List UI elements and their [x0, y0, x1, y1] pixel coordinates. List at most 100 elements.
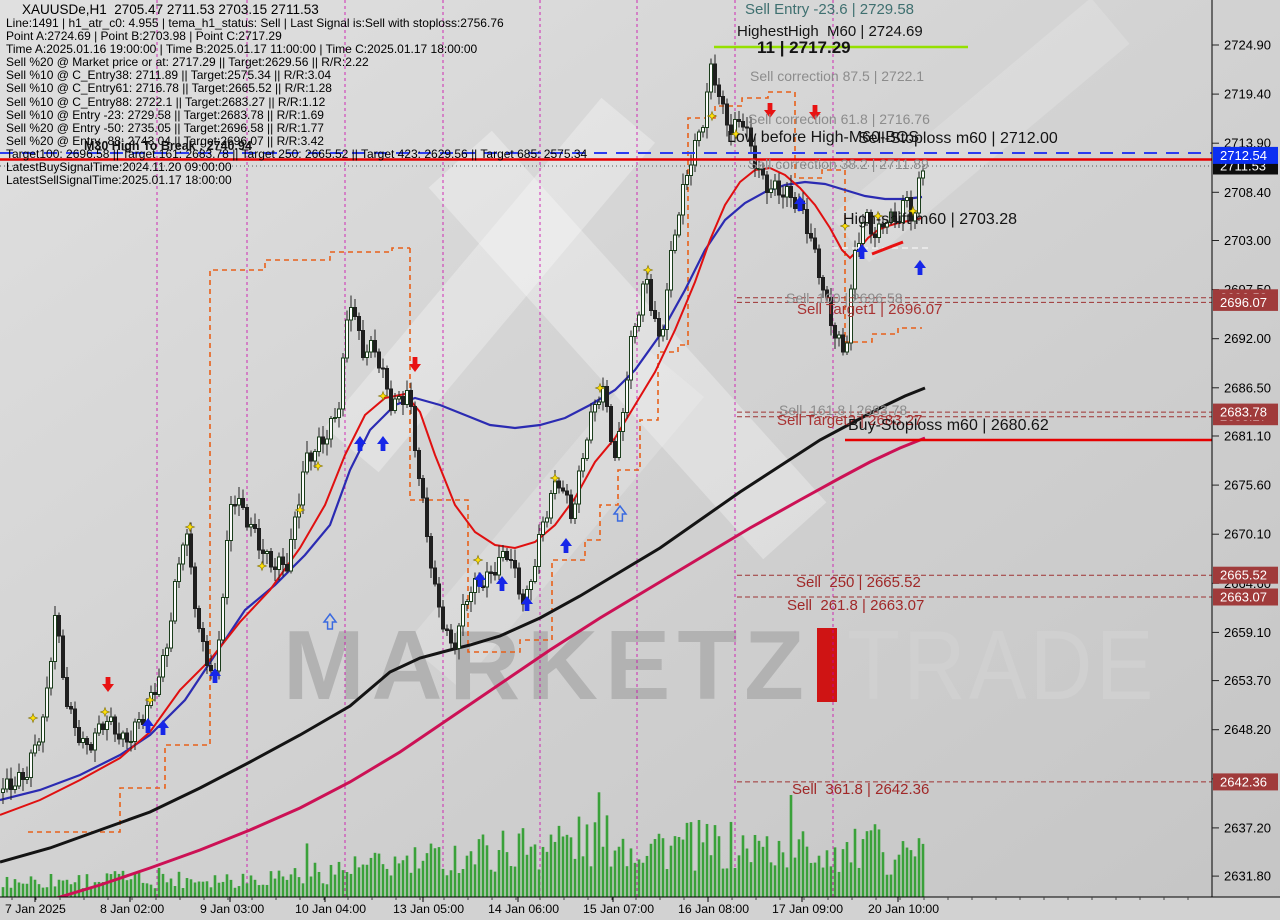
time-axis[interactable]: 7 Jan 2025 8 Jan 02:00 9 Jan 03:00 10 Jan 0… — [0, 896, 1280, 920]
price-badge — [1213, 403, 1278, 421]
volume-bar — [313, 862, 317, 897]
candle-body — [301, 471, 305, 506]
buy-arrow-icon — [560, 538, 572, 553]
price-badge — [1213, 293, 1278, 311]
buy-arrow-icon — [142, 718, 154, 733]
watermark-red-bar — [817, 628, 838, 702]
candle-body — [629, 336, 633, 381]
candle-body — [205, 640, 209, 667]
volume-bar — [297, 877, 301, 897]
volume-bar — [429, 843, 433, 897]
candle-body — [453, 642, 457, 650]
volume-bar — [117, 873, 121, 897]
volume-bar — [437, 847, 441, 897]
candle-body — [225, 540, 229, 598]
candle-body — [13, 785, 17, 790]
candle-body — [437, 583, 441, 608]
candle-body — [817, 248, 821, 279]
volume-bar — [189, 879, 193, 897]
candle-body — [161, 654, 165, 678]
price-badge-label: 2683.78 — [1220, 405, 1267, 420]
info-line: Sell %20 @ Entry -88: 2743.04 || Target:… — [6, 133, 324, 148]
candle-body — [57, 615, 61, 637]
price-tick-label: 2637.20 — [1224, 820, 1271, 835]
candle-body — [637, 314, 641, 327]
candle-body — [777, 180, 781, 196]
volume-bar — [877, 829, 881, 897]
candle-body — [169, 620, 173, 649]
candle-body — [785, 185, 789, 198]
volume-bar — [25, 883, 29, 897]
candle-body — [613, 441, 617, 458]
candle-body — [217, 639, 221, 672]
ma-pink-line — [0, 436, 926, 914]
buy-arrow-icon — [377, 436, 389, 451]
candle-body — [533, 566, 537, 582]
buy-arrow-icon — [157, 720, 169, 735]
volume-bar — [861, 839, 865, 897]
volume-bar — [813, 862, 817, 897]
candle-body — [281, 556, 285, 565]
candle-body — [501, 551, 505, 558]
volume-bar — [85, 874, 89, 897]
volume-bar — [477, 839, 481, 897]
volume-bar — [533, 844, 537, 897]
info-line: Sell %10 @ Entry -23: 2729.58 || Target:… — [6, 107, 324, 122]
volume-bar — [893, 859, 897, 897]
price-tick-label: 2659.10 — [1224, 625, 1271, 640]
volume-bar — [557, 825, 561, 897]
watermark-trade-text: TRADE — [847, 610, 1157, 720]
volume-bar — [645, 855, 649, 897]
volume-bar — [365, 864, 369, 897]
volume-bar — [29, 876, 33, 897]
candle-body — [621, 412, 625, 432]
info-line: Sell %10 @ C_Entry61: 2716.78 || Target:… — [6, 81, 332, 96]
volume-bar — [897, 854, 901, 897]
candle-body — [125, 732, 129, 743]
candle-body — [521, 593, 525, 605]
candle-body — [905, 197, 909, 201]
time-tick-label: 15 Jan 07:00 — [583, 902, 654, 916]
volume-bar — [433, 848, 437, 897]
volume-bar — [821, 867, 825, 897]
candle-body — [305, 452, 309, 473]
candle-body — [861, 221, 865, 244]
volume-bar — [345, 872, 349, 897]
candle-body — [105, 720, 109, 731]
volume-bar — [229, 879, 233, 897]
star-marker-icon — [99, 706, 111, 718]
volume-bar — [857, 867, 861, 897]
volume-bar — [89, 887, 93, 897]
info-line: XAUUSDe,H1 2705.47 2711.53 2703.15 2711.… — [22, 2, 319, 17]
volume-bar — [889, 874, 893, 897]
candle-body — [573, 503, 577, 520]
candle-body — [849, 288, 853, 344]
volume-bar — [221, 881, 225, 897]
buy-arrow-icon — [209, 668, 221, 683]
candle-body — [513, 560, 517, 569]
candle-body — [761, 167, 765, 176]
candle-body — [85, 738, 89, 746]
candle-body — [445, 628, 449, 631]
candle-body — [677, 214, 681, 236]
candle-body — [417, 450, 421, 479]
volume-bar — [593, 822, 597, 897]
volume-bar — [449, 870, 453, 897]
candle-body — [593, 404, 597, 413]
price-tick-label: 2703.00 — [1224, 233, 1271, 248]
sell-arrow-icon — [809, 105, 821, 120]
candle-body — [577, 470, 581, 505]
volume-bar — [837, 871, 841, 897]
volume-bar — [785, 867, 789, 897]
time-tick-label: 17 Jan 09:00 — [772, 902, 843, 916]
candle-body — [789, 185, 793, 198]
candle-body — [661, 328, 665, 337]
volume-bar — [201, 881, 205, 897]
candle-body — [53, 615, 57, 663]
candle-body — [241, 497, 245, 509]
candle-body — [853, 250, 857, 290]
price-axis[interactable]: 2724.902719.402713.902708.402703.002697.… — [1211, 0, 1278, 897]
volume-bar — [469, 851, 473, 897]
volume-bar — [145, 883, 149, 897]
